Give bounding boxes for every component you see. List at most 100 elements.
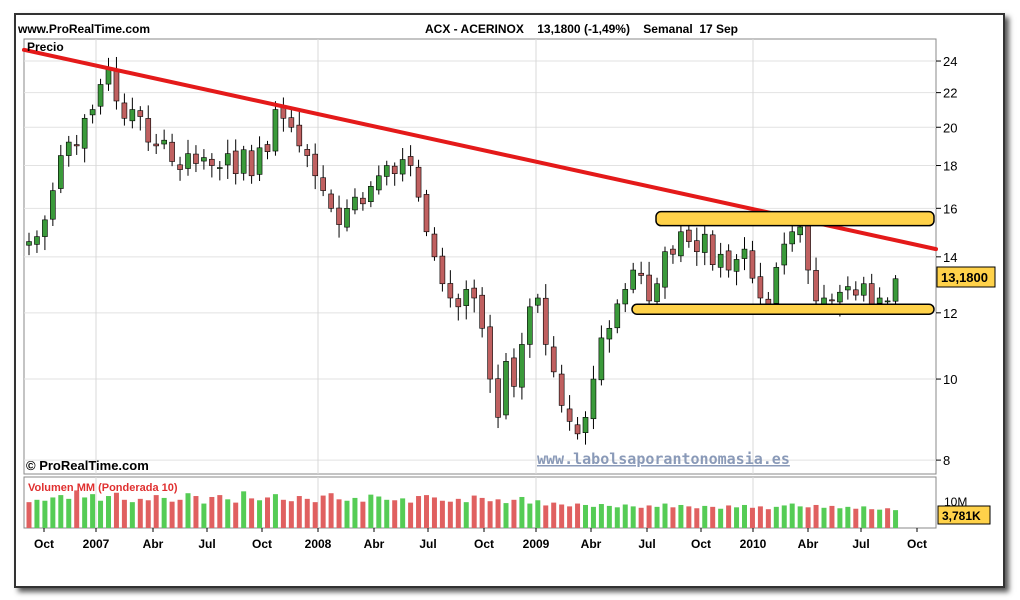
candle-body <box>463 289 470 306</box>
candle-body <box>224 153 231 166</box>
volume-bar <box>304 498 310 528</box>
volume-bar <box>455 498 461 528</box>
volume-bar <box>535 500 541 528</box>
candle-body <box>503 361 509 416</box>
candle-body <box>407 156 414 166</box>
volume-bar <box>336 499 342 528</box>
candle-body <box>519 344 525 388</box>
volume-bar <box>209 496 215 528</box>
candle-body <box>821 297 827 305</box>
volume-bar <box>145 500 151 528</box>
candle-body <box>662 251 668 288</box>
candle-body <box>829 299 835 302</box>
candle-body <box>542 297 549 345</box>
volume-bar <box>551 502 557 528</box>
volume-bar <box>686 506 692 528</box>
x-tick-label: Abr <box>143 537 164 551</box>
site-label[interactable]: www.ProRealTime.com <box>17 22 150 36</box>
volume-bar <box>742 504 747 528</box>
candle-body <box>670 248 676 255</box>
candle-body <box>701 233 708 253</box>
candle-body <box>272 109 279 152</box>
y-tick-label: 14 <box>943 250 957 265</box>
candle-body <box>455 298 462 308</box>
chart-header-title: ACX - ACERINOX 13,1800 (-1,49%) Semanal … <box>425 22 738 36</box>
candle-body <box>89 109 96 116</box>
x-tick-label: Oct <box>252 537 272 551</box>
volume-bar <box>50 497 56 528</box>
candle-body <box>495 378 501 418</box>
candle-body <box>296 124 303 147</box>
volume-bar <box>877 509 883 528</box>
volume-bar <box>797 506 803 528</box>
volume-bar <box>853 508 859 528</box>
volume-bar <box>424 495 429 528</box>
x-tick-label: Abr <box>581 537 602 551</box>
volume-bar <box>447 501 453 528</box>
x-tick-label: Jul <box>419 537 436 551</box>
candle-body <box>757 276 764 299</box>
volume-bar <box>519 496 525 528</box>
candle-body <box>368 185 374 202</box>
volume-bar <box>702 505 708 528</box>
volume-bar <box>344 500 350 528</box>
candle-body <box>868 283 875 305</box>
volume-bar <box>837 508 843 528</box>
volume-bar <box>296 496 302 528</box>
candle-body <box>81 117 88 149</box>
candle-body <box>97 84 104 107</box>
candle-body <box>113 70 120 102</box>
volume-bar <box>416 496 422 528</box>
candle-body <box>773 267 780 304</box>
volume-bar <box>241 491 247 528</box>
volume-bar <box>869 509 875 528</box>
x-tick-label: 2009 <box>523 537 550 551</box>
candle-body <box>185 153 191 169</box>
candle-body <box>630 269 637 290</box>
x-tick-label: 2010 <box>740 537 767 551</box>
watermark-link[interactable]: www.labolsaporantonomasia.es <box>537 450 790 468</box>
channel-bottom-band <box>631 303 935 315</box>
volume-bar <box>328 493 334 528</box>
candle-body <box>741 248 748 259</box>
candle-body <box>57 155 64 189</box>
candle-body <box>550 346 557 373</box>
volume-bar <box>710 506 716 528</box>
candle-body <box>73 144 80 147</box>
candle-body <box>312 153 319 177</box>
candle-body <box>574 424 581 435</box>
candle-body <box>511 357 517 387</box>
candle-body <box>248 150 255 177</box>
volume-bar <box>217 495 223 528</box>
candle-body <box>137 110 144 117</box>
x-tick-label: Abr <box>798 537 819 551</box>
x-tick-label: Oct <box>907 537 927 551</box>
candle-body <box>733 259 740 272</box>
candle-body <box>193 153 199 164</box>
candle-body <box>129 109 136 122</box>
candle-body <box>65 141 72 156</box>
candle-body <box>693 240 700 252</box>
volume-bar <box>734 507 740 528</box>
volume-bar <box>630 506 636 528</box>
copyright: © ProRealTime.com <box>26 458 149 473</box>
y-tick-label: 16 <box>943 201 957 216</box>
volume-bar <box>113 492 119 528</box>
candle-body <box>487 326 493 380</box>
volume-bar <box>861 506 867 528</box>
volume-bar <box>352 497 358 528</box>
volume-bar <box>360 501 366 528</box>
volume-bar <box>431 497 437 528</box>
volume-bar <box>368 494 374 528</box>
volume-bar <box>384 499 390 528</box>
volume-bar <box>678 504 684 528</box>
candle-body <box>42 219 48 237</box>
volume-bar <box>82 497 88 528</box>
candle-body <box>638 272 644 276</box>
volume-bar <box>392 500 398 528</box>
volume-bar <box>893 510 899 528</box>
volume-bar <box>439 500 445 528</box>
volume-bar <box>757 506 763 528</box>
candle-body <box>328 193 334 209</box>
candle-body <box>344 208 350 228</box>
